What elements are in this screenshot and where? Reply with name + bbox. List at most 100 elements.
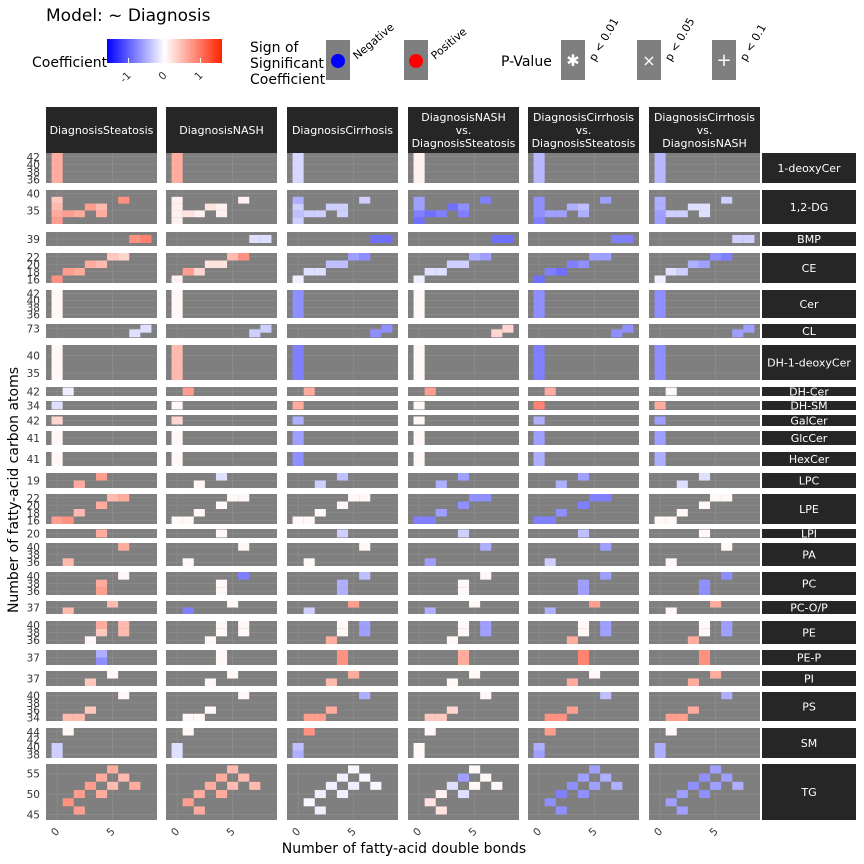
y-tick-label: 36 xyxy=(27,174,41,186)
panel-background xyxy=(166,345,277,380)
heatmap-cell xyxy=(107,601,119,608)
heatmap-cell xyxy=(292,311,304,318)
heatmap-cell xyxy=(533,217,545,224)
row-strip-label: LPI xyxy=(801,528,817,541)
row-strip-label: DH-Cer xyxy=(789,386,829,399)
heatmap-cell xyxy=(544,558,556,566)
y-tick-label: 40 xyxy=(27,296,40,308)
row-strip-LPC xyxy=(762,473,856,488)
row-strip-PC-O/P xyxy=(762,601,856,614)
heatmap-cell xyxy=(107,253,119,261)
y-tick-label: 42 xyxy=(27,416,40,428)
legend-sign-positive-label: Positive xyxy=(429,25,470,62)
heatmap-cell xyxy=(182,713,194,721)
heatmap-cell xyxy=(457,587,470,595)
heatmap-cell xyxy=(215,473,228,481)
heatmap-cell xyxy=(533,366,545,373)
heatmap-cell xyxy=(249,329,261,338)
heatmap-cell xyxy=(95,621,108,629)
legend-pvalue-label-1: p < 0.01 xyxy=(586,16,621,64)
heatmap-cell xyxy=(654,290,666,297)
heatmap-cell xyxy=(171,352,183,359)
y-tick-label: 38 xyxy=(27,167,40,179)
heatmap-cell xyxy=(611,235,623,243)
y-tick-label: 40 xyxy=(27,351,40,363)
y-tick-label: 40 xyxy=(27,542,40,554)
heatmap-cell xyxy=(698,650,711,658)
heatmap-cell xyxy=(413,359,425,366)
heatmap-cell xyxy=(140,235,152,243)
y-tick-label: 35 xyxy=(27,205,40,217)
row-strip-label: 1-deoxyCer xyxy=(777,162,841,175)
heatmap-cell xyxy=(51,352,63,359)
heatmap-cell xyxy=(51,175,63,183)
heatmap-cell xyxy=(469,765,481,774)
heatmap-cell xyxy=(62,728,74,736)
heatmap-cell xyxy=(413,217,425,224)
heatmap-cell xyxy=(238,543,250,551)
heatmap-cell xyxy=(413,290,425,297)
heatmap-cell xyxy=(51,459,63,466)
heatmap-cell xyxy=(533,275,545,283)
heatmap-cell xyxy=(544,387,556,396)
heatmap-cell xyxy=(533,153,545,161)
heatmap-cell xyxy=(303,798,315,807)
y-tick-label: 35 xyxy=(27,368,40,380)
heatmap-cell xyxy=(292,304,304,311)
heatmap-cell xyxy=(238,692,250,700)
legend-sign-negative-dot xyxy=(331,54,345,68)
x-tick-label: 5 xyxy=(346,826,359,839)
heatmap-cell xyxy=(238,628,250,637)
heatmap-cell xyxy=(84,203,96,211)
heatmap-cell xyxy=(204,203,216,211)
heatmap-cell xyxy=(533,516,545,524)
heatmap-cell xyxy=(325,706,337,714)
heatmap-cell xyxy=(227,494,239,502)
heatmap-cell xyxy=(249,781,261,790)
legend-pvalue-label-2: p < 0.05 xyxy=(662,16,697,64)
row-strip-TG xyxy=(762,764,856,820)
heatmap-cell xyxy=(51,304,63,311)
heatmap-cell xyxy=(469,671,481,679)
heatmap-cell xyxy=(577,587,590,595)
chart-title: Model: ~ Diagnosis xyxy=(46,6,211,26)
heatmap-cell xyxy=(238,196,250,204)
heatmap-cell xyxy=(698,657,711,665)
heatmap-cell xyxy=(314,790,326,799)
heatmap-cell xyxy=(589,253,601,261)
heatmap-cell xyxy=(73,268,85,276)
heatmap-cell xyxy=(227,601,239,608)
heatmap-cell xyxy=(555,509,567,517)
y-tick-label: 38 xyxy=(27,579,40,591)
heatmap-cell xyxy=(544,268,556,276)
heatmap-cell xyxy=(140,324,152,333)
heatmap-cell xyxy=(118,692,130,700)
heatmap-cell xyxy=(51,210,63,218)
heatmap-cell xyxy=(314,268,326,276)
row-strip-label: TG xyxy=(800,786,816,799)
heatmap-cell xyxy=(182,516,194,524)
heatmap-cell xyxy=(413,275,425,283)
row-strip-label: PC-O/P xyxy=(790,602,828,615)
heatmap-cell xyxy=(698,529,711,538)
row-strip-label: HexCer xyxy=(789,453,830,466)
heatmap-cell xyxy=(710,671,722,679)
heatmap-cell xyxy=(566,781,578,790)
heatmap-cell xyxy=(413,304,425,311)
heatmap-cell xyxy=(469,601,481,608)
heatmap-cell xyxy=(435,806,447,815)
row-strip-GlcCer xyxy=(762,431,856,445)
heatmap-cell xyxy=(533,743,545,751)
heatmap-cell xyxy=(446,706,458,714)
heatmap-cell xyxy=(107,765,119,774)
heatmap-cell xyxy=(544,210,556,218)
heatmap-cell xyxy=(51,196,63,204)
heatmap-cell xyxy=(589,494,601,502)
heatmap-cell xyxy=(118,196,130,204)
heatmap-cell xyxy=(171,275,183,283)
heatmap-cell xyxy=(698,587,711,595)
heatmap-cell xyxy=(370,329,382,338)
heatmap-cell xyxy=(95,790,108,799)
heatmap-cell xyxy=(413,459,425,466)
heatmap-cell xyxy=(370,235,382,243)
